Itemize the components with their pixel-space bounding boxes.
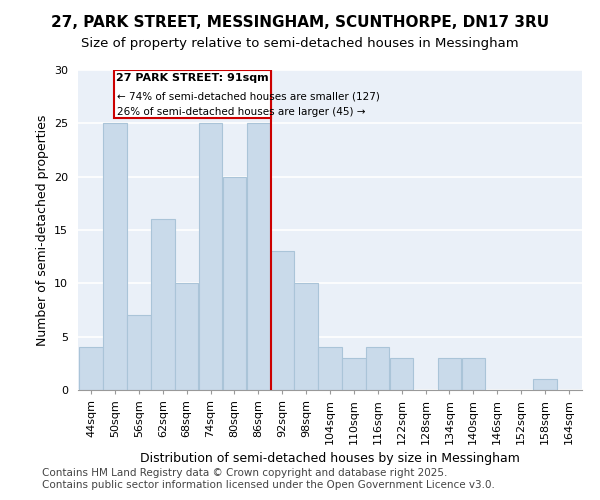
Text: 26% of semi-detached houses are larger (45) →: 26% of semi-detached houses are larger (… [116,108,365,118]
Bar [175,284,199,390]
Bar [318,348,342,390]
Bar [103,124,127,390]
Bar [533,380,557,390]
Y-axis label: Number of semi-detached properties: Number of semi-detached properties [35,114,49,346]
Text: Size of property relative to semi-detached houses in Messingham: Size of property relative to semi-detach… [81,38,519,51]
Text: Contains HM Land Registry data © Crown copyright and database right 2025.
Contai: Contains HM Land Registry data © Crown c… [42,468,495,490]
Bar [79,348,103,390]
X-axis label: Distribution of semi-detached houses by size in Messingham: Distribution of semi-detached houses by … [140,452,520,466]
Bar [295,284,318,390]
Bar [271,252,294,390]
Bar [342,358,365,390]
Text: 27, PARK STREET, MESSINGHAM, SCUNTHORPE, DN17 3RU: 27, PARK STREET, MESSINGHAM, SCUNTHORPE,… [51,15,549,30]
Bar [366,348,389,390]
Bar [247,124,270,390]
Text: 27 PARK STREET: 91sqm: 27 PARK STREET: 91sqm [116,72,268,83]
Bar [127,316,151,390]
FancyBboxPatch shape [114,70,271,118]
Text: ← 74% of semi-detached houses are smaller (127): ← 74% of semi-detached houses are smalle… [116,92,380,102]
Bar [390,358,413,390]
Bar [199,124,222,390]
Bar [223,176,246,390]
Bar [438,358,461,390]
Bar [461,358,485,390]
Bar [151,220,175,390]
